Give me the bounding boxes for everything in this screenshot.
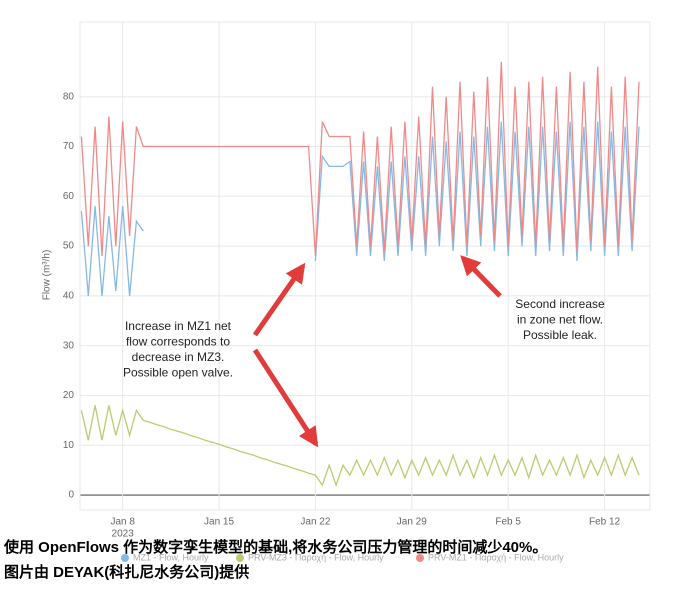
x-tick-sublabel: 2023	[112, 529, 135, 540]
y-tick-label: 20	[63, 390, 75, 401]
y-tick-label: 50	[63, 241, 75, 252]
lines	[80, 61, 640, 488]
caption: 使用 OpenFlows 作为数字孪生模型的基础,将水务公司压力管理的时间减少4…	[3, 538, 547, 556]
annotation: Possible open valve.	[123, 366, 233, 380]
plot-frame	[79, 21, 651, 511]
legend-marker	[416, 554, 424, 562]
y-tick-label: 60	[63, 191, 75, 202]
y-tick-label: 70	[63, 141, 75, 152]
series-line	[80, 206, 144, 296]
annotation: Possible leak.	[523, 328, 597, 342]
legend-marker	[236, 554, 244, 562]
legend-label: PRV-MZ1 - Παροχή - Flow, Hourly	[428, 552, 564, 562]
y-tick-label: 30	[63, 340, 75, 351]
grid	[79, 21, 651, 511]
legend-label: PRV-MZ3 - Παροχή - Flow, Hourly	[248, 552, 384, 562]
x-tick-label: Jan 15	[204, 517, 234, 528]
annotation: in zone net flow.	[517, 313, 603, 327]
series-line	[80, 405, 640, 488]
y-tick-label: 80	[63, 91, 75, 102]
legend-marker	[121, 554, 129, 562]
x-tick-label: Jan 29	[397, 517, 427, 528]
x-tick-label: Feb 5	[495, 517, 521, 528]
x-tick-label: Jan 8	[110, 517, 135, 528]
arrow	[460, 255, 502, 298]
caption: 图片由 DEYAK(科扎尼水务公司)提供	[4, 563, 249, 581]
annotation: Second increase	[515, 297, 605, 311]
annotation: flow corresponds to	[126, 335, 230, 349]
arrows	[252, 255, 502, 448]
y-tick-label: 0	[68, 490, 74, 501]
y-tick-label: 40	[63, 291, 75, 302]
legend-label: MZ1 - Flow, Hourly	[133, 552, 209, 562]
annotation: Increase in MZ1 net	[125, 319, 232, 333]
x-tick-label: Feb 12	[589, 517, 621, 528]
annotation: decrease in MZ3.	[132, 350, 225, 364]
y-tick-label: 10	[63, 440, 75, 451]
series-line	[314, 121, 640, 262]
series-line	[80, 61, 640, 257]
x-tick-label: Jan 22	[300, 517, 330, 528]
arrow	[252, 262, 306, 337]
y-axis-label: Flow (m³/h)	[42, 250, 53, 301]
arrow	[252, 348, 319, 448]
